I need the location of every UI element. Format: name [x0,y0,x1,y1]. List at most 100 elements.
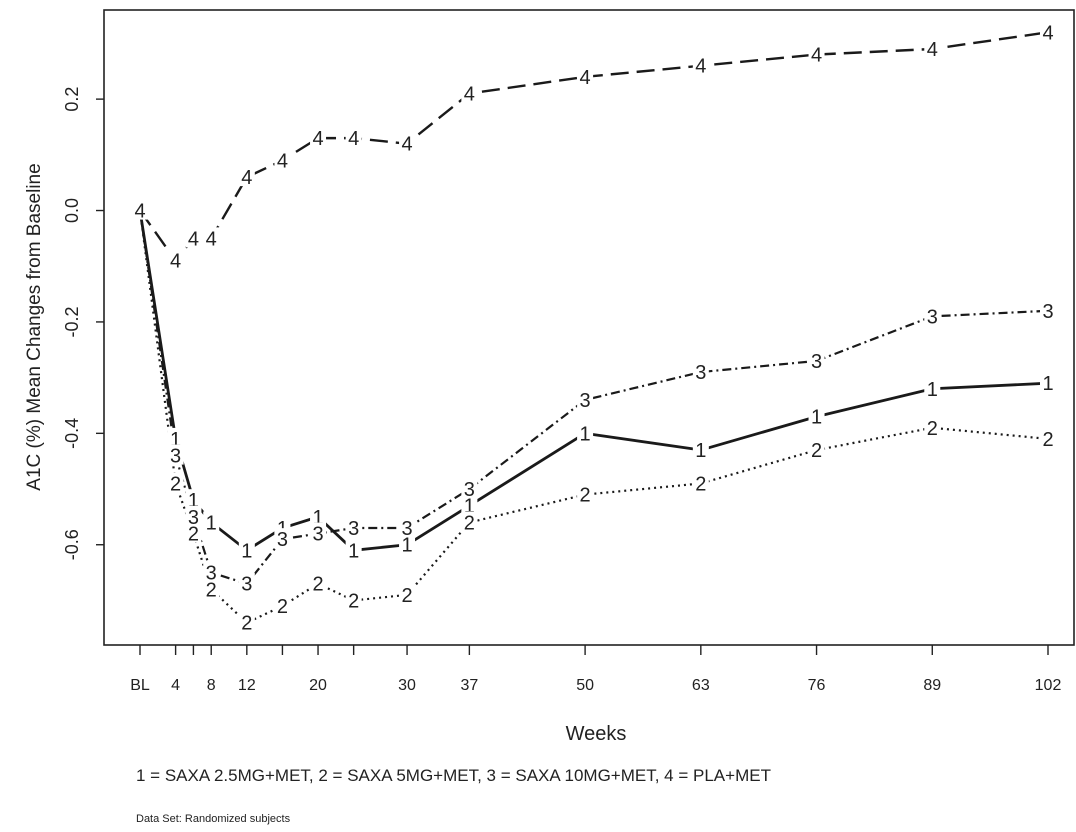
x-axis-title: Weeks [566,723,627,745]
series-3-point: 3 [312,524,323,546]
marker-background [238,611,255,632]
marker-background [461,511,478,532]
y-tick-label: -0.4 [62,418,82,449]
series-4-point: 4 [206,228,217,250]
x-tick-label: 12 [238,677,256,694]
marker-background [1040,372,1056,393]
marker-background [461,82,478,103]
series-1-point: 1 [811,407,822,429]
marker-background [185,522,202,543]
marker-background [577,65,594,86]
y-axis-title: A1C (%) Mean Changes from Baseline [24,163,45,490]
x-tick-label: 20 [309,677,327,694]
series-markers: 1111111111111112222222222222223333333333… [132,21,1056,635]
series-3-point: 3 [1042,301,1053,323]
marker-background [345,539,362,560]
series-3-point: 3 [188,507,199,529]
x-tick-label: 50 [576,677,594,694]
marker-background [238,572,255,593]
series-3-point: 3 [464,479,475,501]
marker-background [203,561,220,582]
series-2-point: 2 [206,579,217,601]
marker-background [399,533,416,554]
marker-background [185,489,202,510]
series-4-point: 4 [312,128,323,150]
marker-background [185,505,202,526]
y-tick-label: -0.2 [62,306,82,337]
series-1-point: 1 [927,379,938,401]
marker-background [167,472,184,493]
series-4-point: 4 [695,56,706,78]
series-1-point: 1 [206,512,217,534]
marker-background [924,37,941,58]
marker-background [1040,299,1056,320]
x-tick-label: 63 [692,677,710,694]
series-2-point: 2 [241,613,252,635]
series-3-point: 3 [241,574,252,596]
marker-background [345,589,362,610]
marker-background [310,522,327,543]
series-4-point: 4 [188,228,199,250]
marker-background [238,166,255,187]
series-4-point: 4 [401,134,412,156]
marker-background [399,583,416,604]
series-3-point: 3 [401,518,412,540]
marker-background [461,494,478,515]
series-3-point: 3 [206,563,217,585]
series-2-point: 2 [348,590,359,612]
marker-background [808,405,825,426]
marker-background [1040,21,1056,42]
marker-background [274,149,291,170]
series-4-point: 4 [241,167,252,189]
series-1-point: 1 [580,423,591,445]
x-tick-label: 8 [207,677,216,694]
series-2-point: 2 [927,418,938,440]
series-4-point: 4 [1042,22,1053,44]
marker-background [167,249,184,270]
marker-background [274,595,291,616]
marker-background [132,199,148,220]
series-4-point: 4 [580,67,591,89]
series-2-point: 2 [277,596,288,618]
marker-background [399,132,416,153]
series-1-point: 1 [348,540,359,562]
series-1-point: 1 [188,490,199,512]
x-tick-label: 102 [1035,677,1062,694]
marker-background [185,227,202,248]
series-2-line [138,210,1049,624]
marker-background [203,227,220,248]
series-3-point: 3 [811,351,822,373]
marker-background [274,528,291,549]
series-2-point: 2 [401,585,412,607]
series-4-line [139,31,1049,262]
marker-background [203,511,220,532]
x-tick-label: 76 [808,677,826,694]
x-tick-label: 30 [398,677,416,694]
marker-background [1040,427,1056,448]
series-4-point: 4 [277,150,288,172]
x-tick-label: 89 [923,677,941,694]
x-tick-label: 4 [171,677,180,694]
series-1-point: 1 [1042,373,1053,395]
series-2-point: 2 [695,473,706,495]
marker-background [461,478,478,499]
marker-background [238,539,255,560]
y-tick-label: 0.2 [62,87,82,112]
series-2-point: 2 [811,440,822,462]
series-1-point: 1 [312,507,323,529]
marker-background [692,472,709,493]
marker-background [345,127,362,148]
series-2-point: 2 [1042,429,1053,451]
plot-frame [103,9,1075,646]
dataset-footnote: Data Set: Randomized subjects [136,813,291,825]
marker-background [692,361,709,382]
series-4-point: 4 [348,128,359,150]
marker-background [577,483,594,504]
marker-background [310,505,327,526]
line-chart: 0.20.0-0.2-0.4-0.6BL 4 8 12 20 30 37 50 63 76 89 10… [24,9,1075,745]
marker-background [167,444,184,465]
y-tick-label: 0.0 [62,198,82,223]
series-1-point: 1 [401,535,412,557]
marker-background [924,305,941,326]
